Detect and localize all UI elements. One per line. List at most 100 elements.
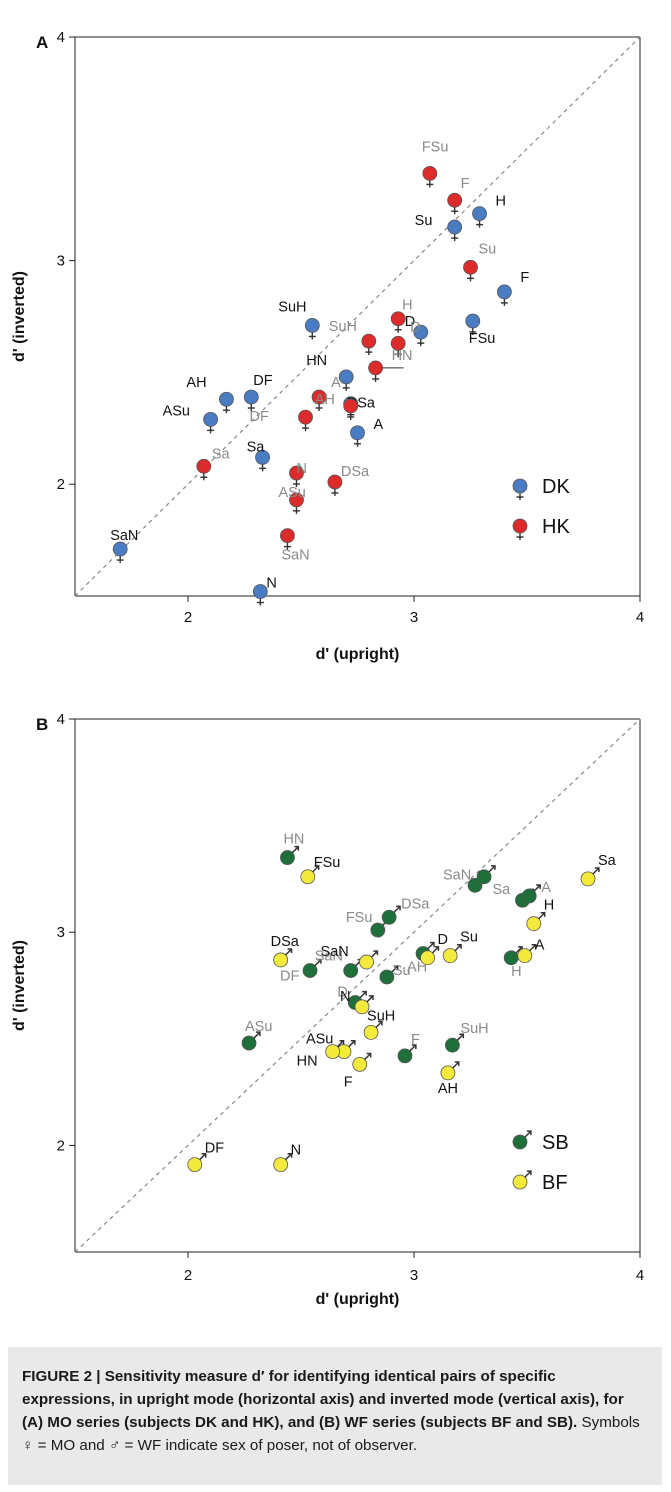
point-circle xyxy=(379,969,395,985)
point-label: FSu xyxy=(422,139,449,155)
male-arrow-shaft xyxy=(199,1153,207,1161)
point-circle xyxy=(343,963,359,978)
point-circle xyxy=(370,922,386,938)
data-point xyxy=(354,995,374,1015)
data-point xyxy=(273,1152,293,1172)
point-circle xyxy=(273,952,289,968)
data-point xyxy=(379,965,399,985)
male-arrow-head xyxy=(411,1044,417,1049)
data-point xyxy=(289,492,304,514)
male-arrow-head xyxy=(536,884,541,890)
point-label: ASu xyxy=(306,1032,333,1048)
male-arrow-head xyxy=(287,948,293,954)
male-arrow-head xyxy=(366,1052,372,1058)
x-axis-title: d' (upright) xyxy=(316,1291,400,1308)
male-arrow-head xyxy=(457,944,462,949)
male-arrow-shaft xyxy=(456,1033,464,1041)
point-label: AH xyxy=(315,392,335,408)
male-arrow-head xyxy=(531,944,537,949)
data-point xyxy=(361,333,377,356)
male-arrow-head xyxy=(393,965,399,971)
point-label: D xyxy=(410,319,420,335)
diagonal-line xyxy=(74,718,641,1253)
data-point xyxy=(311,389,327,411)
point-label: H xyxy=(402,298,412,314)
data-point xyxy=(252,584,268,606)
male-arrow-head xyxy=(377,1020,383,1026)
male-arrow-shaft xyxy=(488,865,496,873)
panel-label: B xyxy=(36,715,48,734)
male-arrow-head xyxy=(490,865,496,870)
data-point xyxy=(440,1061,460,1081)
data-point xyxy=(241,1031,261,1051)
data-point xyxy=(350,425,365,447)
data-point xyxy=(343,398,359,420)
male-arrow-head xyxy=(362,990,367,996)
point-label: D xyxy=(337,985,347,1001)
point-label: D xyxy=(438,932,448,948)
data-point xyxy=(352,1052,372,1072)
data-point xyxy=(526,912,546,932)
male-arrow-shaft xyxy=(431,946,439,954)
male-arrow-shaft xyxy=(253,1031,261,1039)
point-circle xyxy=(241,1035,257,1051)
data-point xyxy=(463,259,478,282)
point-label: H xyxy=(496,194,506,210)
data-point xyxy=(298,409,313,432)
data-point xyxy=(422,165,438,188)
y-tick-label: 3 xyxy=(57,924,65,941)
point-circle xyxy=(521,888,537,904)
point-label: HN xyxy=(306,353,327,369)
point-label: SuH xyxy=(278,299,306,315)
male-arrow-shaft xyxy=(314,959,322,967)
y-axis-title: d' (inverted) xyxy=(11,940,28,1031)
data-point xyxy=(517,944,537,964)
male-arrow-shaft xyxy=(391,965,399,973)
male-arrow-head xyxy=(350,1039,356,1045)
point-circle xyxy=(463,259,478,275)
point-circle xyxy=(447,192,463,208)
male-arrow-shaft xyxy=(291,846,299,854)
male-arrow-head xyxy=(540,912,546,917)
point-label: Sa xyxy=(247,439,266,455)
data-point xyxy=(445,1033,465,1053)
data-point xyxy=(243,389,259,411)
male-arrow-shaft xyxy=(312,865,320,873)
point-label: F xyxy=(520,270,529,286)
point-circle xyxy=(420,950,435,966)
data-point xyxy=(325,1039,345,1059)
point-circle xyxy=(447,219,463,235)
male-arrow-shaft xyxy=(285,948,293,956)
x-tick-label: 3 xyxy=(410,1267,418,1284)
data-point xyxy=(447,219,463,242)
data-point xyxy=(503,946,523,966)
point-circle xyxy=(112,541,128,557)
point-circle xyxy=(467,877,483,893)
x-tick-label: 2 xyxy=(184,1267,192,1284)
point-circle xyxy=(363,1025,379,1040)
legend-label: SB xyxy=(542,1132,569,1154)
male-arrow-shaft xyxy=(364,1052,372,1061)
y-tick-label: 2 xyxy=(57,1137,65,1154)
data-point xyxy=(219,391,234,414)
male-arrow-head xyxy=(314,865,320,870)
data-point xyxy=(390,311,406,333)
data-point xyxy=(187,1152,207,1172)
legend: SB BF xyxy=(512,1130,569,1194)
male-arrow-shaft xyxy=(375,1020,383,1029)
male-arrow-shaft xyxy=(529,944,537,952)
point-label: H xyxy=(544,898,554,914)
data-point xyxy=(273,948,293,968)
data-point xyxy=(496,284,512,306)
point-circle xyxy=(300,869,316,885)
point-circle xyxy=(203,411,219,427)
point-label: SaN xyxy=(110,528,138,544)
x-axis-title: d' (upright) xyxy=(316,646,400,663)
point-circle xyxy=(512,478,528,494)
legend-label: DK xyxy=(542,476,570,498)
y-tick-label: 2 xyxy=(57,476,65,493)
